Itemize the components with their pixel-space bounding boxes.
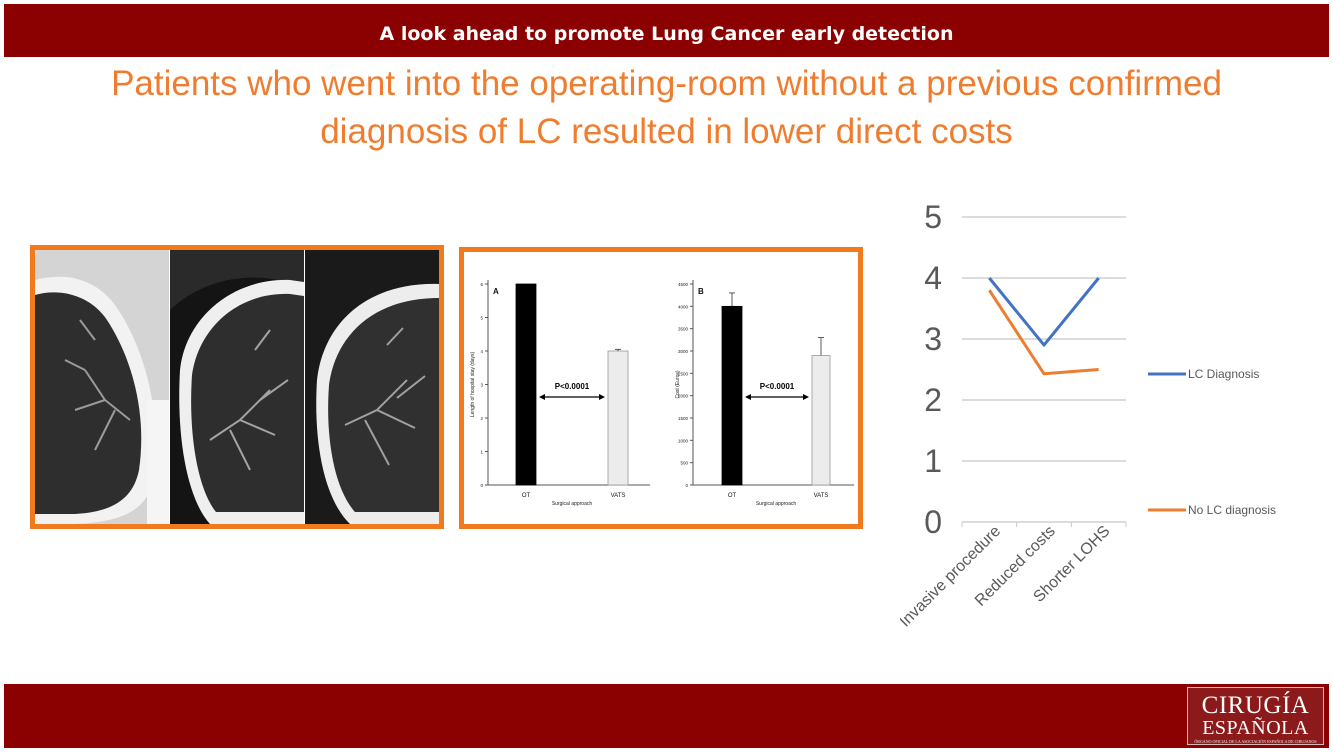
y-tick-label: 4 xyxy=(480,349,483,354)
y-tick-label: 3 xyxy=(924,321,942,357)
p-value-label: P<0.0001 xyxy=(760,382,795,391)
y-tick-label: 500 xyxy=(680,461,688,466)
y-tick-label: 3000 xyxy=(678,349,689,354)
x-tick-label: Invasive procedure xyxy=(900,523,1004,631)
y-tick-label: 2 xyxy=(924,382,942,418)
y-tick-label: 1500 xyxy=(678,416,689,421)
headline-line-2: diagnosis of LC resulted in lower direct… xyxy=(320,112,1013,151)
bar xyxy=(721,305,743,486)
y-axis-label: Cost (Euros) xyxy=(675,370,681,398)
ct-slice-image xyxy=(35,250,169,524)
bar xyxy=(607,350,629,486)
y-tick-label: 0 xyxy=(685,483,688,488)
header-title: A look ahead to promote Lung Cancer earl… xyxy=(379,23,954,45)
ct-scan-panel xyxy=(30,245,444,529)
y-axis-label: Length of hospital stay (days) xyxy=(470,352,476,418)
x-tick-label: VATS xyxy=(814,493,829,499)
series-line xyxy=(988,277,1100,347)
header-banner: A look ahead to promote Lung Cancer earl… xyxy=(4,4,1329,57)
bar xyxy=(811,355,831,486)
y-tick-label: 4000 xyxy=(678,304,689,309)
bar-chart-b: 0 500 1000 1500 2000 2500 3000 3500 4000 4500 B Cos… xyxy=(675,280,854,507)
x-tick-label: VATS xyxy=(611,493,626,499)
y-tick-label: 5 xyxy=(924,199,942,235)
x-tick-label: OT xyxy=(728,493,737,499)
ct-slice-image xyxy=(305,250,439,524)
legend-label: LC Diagnosis xyxy=(1188,367,1259,381)
p-value-label: P<0.0001 xyxy=(555,382,590,391)
x-axis-label: Surgical approach xyxy=(756,501,797,507)
arrow-head-right xyxy=(803,394,809,400)
logo-line-2: ESPAÑOLA xyxy=(1202,717,1309,739)
y-tick-label: 2000 xyxy=(678,394,689,399)
y-tick-label: 0 xyxy=(924,504,942,540)
y-tick-label: 2500 xyxy=(678,371,689,376)
y-tick-label: 1 xyxy=(924,443,942,479)
panel-letter: A xyxy=(493,287,499,296)
x-tick-label: OT xyxy=(522,493,531,499)
arrow-head-left xyxy=(539,394,545,400)
headline-line-1: Patients who went into the operating-roo… xyxy=(111,64,1222,103)
y-tick-label: 0 xyxy=(480,483,483,488)
y-tick-label: 6 xyxy=(480,282,483,287)
y-tick-label: 4 xyxy=(924,260,942,296)
logo-line-3: ÓRGANO OFICIAL DE LA ASOCIACIÓN ESPAÑOLA… xyxy=(1194,739,1317,744)
footer-banner xyxy=(4,684,1329,748)
legend-label: No LC diagnosis xyxy=(1188,503,1276,517)
y-tick-label: 1000 xyxy=(678,438,689,443)
y-tick-label: 3 xyxy=(480,383,483,388)
bar-charts-svg: 0 1 2 3 4 5 6 A Length of hospital stay (days) OT… xyxy=(470,280,854,507)
slide-headline: Patients who went into the operating-roo… xyxy=(20,60,1313,156)
y-tick-label: 4500 xyxy=(678,282,689,287)
arrow-head-left xyxy=(745,394,751,400)
x-axis-label: Surgical approach xyxy=(552,501,593,507)
y-tick-label: 5 xyxy=(480,316,483,321)
arrow-head-right xyxy=(599,394,605,400)
bar-chart-a: 0 1 2 3 4 5 6 A Length of hospital stay (days) OT… xyxy=(470,280,650,507)
y-tick-label: 3500 xyxy=(678,327,689,332)
cirugia-espanola-logo: CIRUGÍA ESPAÑOLA ÓRGANO OFICIAL DE LA AS… xyxy=(1187,687,1324,745)
panel-letter: B xyxy=(698,287,704,296)
ct-slice-image xyxy=(170,250,304,524)
logo-line-1: CIRUGÍA xyxy=(1201,692,1310,719)
bar xyxy=(515,283,537,486)
y-tick-label: 1 xyxy=(480,450,483,455)
series-line xyxy=(988,289,1099,376)
y-tick-label: 2 xyxy=(480,416,483,421)
bar-charts-panel: 0 1 2 3 4 5 6 A Length of hospital stay (days) OT… xyxy=(459,247,863,529)
